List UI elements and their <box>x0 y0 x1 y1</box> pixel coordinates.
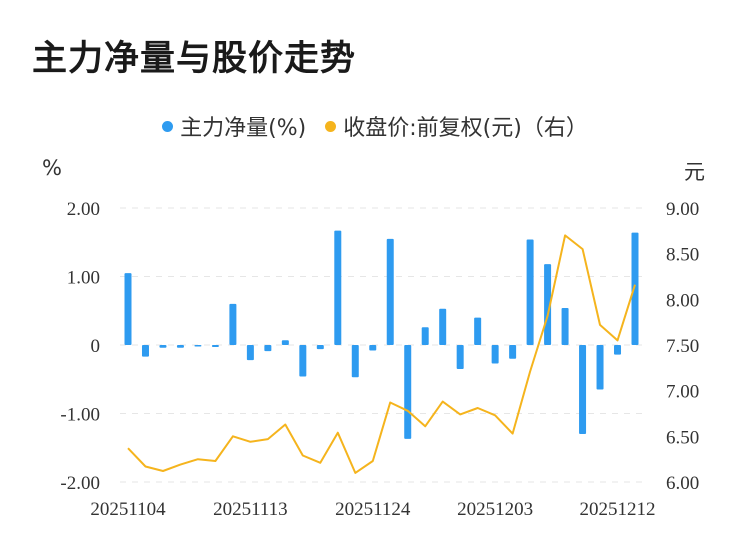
bar <box>439 308 447 345</box>
bar <box>264 345 272 352</box>
bar <box>596 345 604 390</box>
y-right-tick-label: 9.00 <box>666 199 699 220</box>
legend-dot-icon <box>162 120 174 132</box>
bar <box>159 345 167 348</box>
legend-label: 主力净量(%) <box>180 116 307 141</box>
x-tick-label: 20251124 <box>335 499 411 520</box>
right-axis-unit: 元 <box>684 160 705 184</box>
bar <box>229 303 237 345</box>
bar <box>194 345 202 347</box>
bar <box>281 340 289 345</box>
bar <box>246 345 254 361</box>
y-right-tick-label: 8.00 <box>666 290 699 311</box>
y-right-tick-label: 6.50 <box>666 427 699 448</box>
bar <box>369 345 377 351</box>
left-axis-unit: % <box>42 156 62 180</box>
bar <box>299 345 307 377</box>
y-left-tick-label: -1.00 <box>60 405 100 426</box>
bar <box>561 308 569 345</box>
y-right-tick-label: 7.50 <box>666 336 699 357</box>
y-left-tick-label: 0 <box>91 336 101 357</box>
legend-label: 收盘价:前复权(元)（右） <box>343 116 588 141</box>
bar <box>474 317 482 345</box>
bar <box>404 345 412 439</box>
bar <box>316 345 324 350</box>
y-left-tick-label: 1.00 <box>67 268 100 289</box>
y-right-tick-label: 7.00 <box>666 382 699 403</box>
legend-item-net-flow[interactable]: 主力净量(%) <box>162 110 306 142</box>
bar <box>526 239 534 345</box>
bar <box>211 345 219 348</box>
bar <box>421 327 429 345</box>
bar <box>631 232 639 345</box>
legend: 主力净量(%) 收盘价:前复权(元)（右） <box>0 110 750 142</box>
x-tick-label: 20251113 <box>213 499 288 520</box>
y-right-tick-label: 6.00 <box>666 473 699 494</box>
bar <box>614 345 622 355</box>
x-tick-label: 20251104 <box>90 499 166 520</box>
bar <box>509 345 517 359</box>
bar <box>456 345 464 369</box>
bar <box>579 345 587 435</box>
x-tick-label: 20251212 <box>580 499 656 520</box>
price-line <box>127 234 636 474</box>
legend-item-close-price[interactable]: 收盘价:前复权(元)（右） <box>325 110 588 142</box>
chart-title: 主力净量与股价走势 <box>32 39 357 79</box>
bar <box>124 273 132 345</box>
bar <box>351 345 359 378</box>
bar <box>386 238 394 345</box>
bar <box>544 264 552 345</box>
bar <box>141 345 149 357</box>
y-left-tick-label: 2.00 <box>67 199 100 220</box>
bar <box>491 345 499 364</box>
y-right-tick-label: 8.50 <box>666 245 699 266</box>
y-left-tick-label: -2.00 <box>60 473 100 494</box>
x-tick-label: 20251203 <box>457 499 533 520</box>
bar <box>176 345 184 348</box>
bar <box>334 230 342 345</box>
legend-dot-icon <box>325 120 337 132</box>
